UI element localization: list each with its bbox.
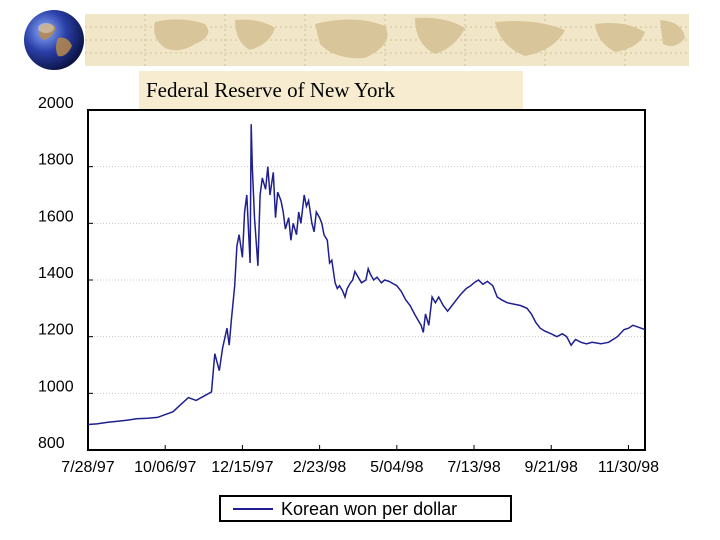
world-map-banner <box>85 14 689 66</box>
y-tick-label: 2000 <box>38 95 74 112</box>
y-tick-label: 1600 <box>38 208 74 225</box>
legend-label: Korean won per dollar <box>281 499 458 519</box>
legend-swatch <box>233 508 273 510</box>
y-tick-label: 1400 <box>38 265 74 282</box>
x-tick-label: 7/13/98 <box>447 459 500 476</box>
x-axis-ticks: 7/28/97 10/06/97 12/15/97 2/23/98 5/04/98 7/1… <box>61 445 659 476</box>
x-tick-label: 5/04/98 <box>370 459 423 476</box>
x-tick-label: 7/28/97 <box>61 459 114 476</box>
legend: Korean won per dollar <box>219 495 512 522</box>
x-tick-label: 10/06/97 <box>134 459 196 476</box>
globe-icon <box>24 10 84 70</box>
x-tick-label: 9/21/98 <box>525 459 578 476</box>
source-label-box <box>139 71 523 111</box>
y-tick-label: 1200 <box>38 322 74 339</box>
y-tick-label: 1000 <box>38 378 74 395</box>
series-line-korean-won <box>87 124 646 426</box>
y-tick-label: 800 <box>38 435 65 452</box>
x-tick-label: 11/30/98 <box>598 459 659 476</box>
source-label: Federal Reserve of New York <box>146 78 396 102</box>
y-tick-label: 1800 <box>38 152 74 169</box>
x-tick-label: 12/15/97 <box>211 459 273 476</box>
world-map-decoration <box>85 14 689 66</box>
x-tick-label: 2/23/98 <box>293 459 346 476</box>
y-axis-ticks: 800 1000 1200 1400 1600 1800 2000 <box>38 95 93 452</box>
